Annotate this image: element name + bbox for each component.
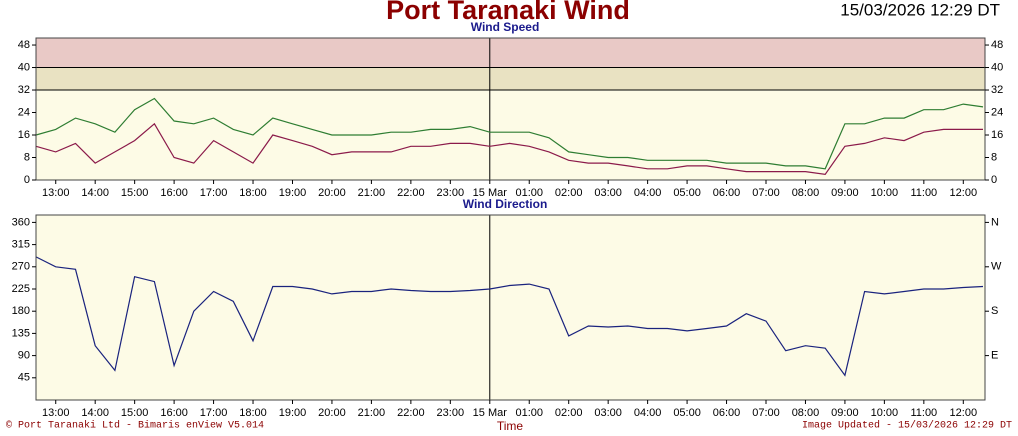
x-tick-label: 23:00 bbox=[437, 187, 465, 199]
x-tick-label: 03:00 bbox=[594, 407, 622, 419]
x-tick-label: 15:00 bbox=[121, 407, 149, 419]
series-line bbox=[35, 97, 984, 170]
series-line bbox=[35, 122, 983, 176]
x-tick-label: 03:00 bbox=[594, 187, 622, 199]
x-tick-label: 17:00 bbox=[200, 407, 228, 419]
y-tick-label: 225 bbox=[12, 283, 30, 295]
x-tick-label: 01:00 bbox=[515, 187, 543, 199]
x-tick-label: 02:00 bbox=[555, 187, 583, 199]
x-tick-label: 20:00 bbox=[318, 187, 346, 199]
panel-title: Wind Speed bbox=[471, 20, 540, 34]
x-tick-label: 16:00 bbox=[160, 187, 188, 199]
x-tick-label: 18:00 bbox=[239, 187, 267, 199]
y2-tick-label: 8 bbox=[991, 151, 997, 163]
y2-tick-label: 48 bbox=[991, 39, 1003, 51]
y-tick-label: 270 bbox=[12, 261, 30, 273]
x-tick-label: 10:00 bbox=[871, 187, 899, 199]
x-tick-label: 12:00 bbox=[950, 407, 978, 419]
x-tick-label: 08:00 bbox=[792, 187, 820, 199]
x-tick-label: 16:00 bbox=[160, 407, 188, 419]
x-tick-label: 21:00 bbox=[358, 407, 386, 419]
panel-title: Wind Direction bbox=[463, 197, 548, 211]
x-tick-label: 12:00 bbox=[950, 187, 978, 199]
y-tick-label: 40 bbox=[18, 61, 30, 73]
x-tick-label: 06:00 bbox=[713, 187, 741, 199]
y-tick-label: 48 bbox=[18, 39, 30, 51]
x-tick-label: 15 Mar bbox=[473, 407, 508, 419]
y-tick-label: 135 bbox=[12, 327, 30, 339]
y-tick-label: 360 bbox=[12, 216, 30, 228]
x-tick-label: 04:00 bbox=[634, 407, 662, 419]
footer-left: © Port Taranaki Ltd - Bimaris enView V5.… bbox=[6, 420, 264, 432]
x-tick-label: 23:00 bbox=[437, 407, 465, 419]
x-tick-label: 15 Mar bbox=[473, 187, 508, 199]
y-tick-label: 8 bbox=[24, 151, 30, 163]
series-line bbox=[35, 256, 984, 377]
page-title: Port Taranaki Wind bbox=[386, 0, 630, 25]
y-tick-label: 90 bbox=[18, 350, 30, 362]
x-tick-label: 01:00 bbox=[515, 407, 543, 419]
y-tick-label: 16 bbox=[18, 129, 30, 141]
y2-tick-label: 24 bbox=[991, 106, 1003, 118]
plot-frame bbox=[35, 214, 986, 401]
x-tick-label: 22:00 bbox=[397, 407, 425, 419]
x-tick-label: 05:00 bbox=[673, 187, 701, 199]
x-tick-label: 04:00 bbox=[634, 187, 662, 199]
x-tick-label: 19:00 bbox=[279, 187, 307, 199]
y-tick-label: 180 bbox=[12, 305, 30, 317]
x-tick-label: 10:00 bbox=[871, 407, 899, 419]
band bbox=[36, 38, 985, 68]
x-axis-title: Time bbox=[497, 419, 524, 433]
y2-tick-label: 40 bbox=[991, 61, 1003, 73]
y-tick-label: 24 bbox=[18, 106, 30, 118]
x-tick-label: 06:00 bbox=[713, 407, 741, 419]
x-tick-label: 20:00 bbox=[318, 407, 346, 419]
plot-area bbox=[36, 215, 985, 400]
y2-tick-label: 32 bbox=[991, 84, 1003, 96]
footer-right: Image Updated - 15/03/2026 12:29 DT bbox=[802, 420, 1012, 432]
y-tick-label: 45 bbox=[18, 372, 30, 384]
y2-tick-label: 16 bbox=[991, 129, 1003, 141]
x-tick-label: 14:00 bbox=[81, 407, 109, 419]
timestamp: 15/03/2026 12:29 DT bbox=[840, 0, 1000, 19]
x-tick-label: 07:00 bbox=[752, 407, 780, 419]
x-tick-label: 13:00 bbox=[42, 407, 70, 419]
x-tick-label: 11:00 bbox=[910, 187, 937, 199]
y-tick-label: 315 bbox=[12, 239, 30, 251]
y-tick-label: 32 bbox=[18, 84, 30, 96]
x-tick-label: 08:00 bbox=[792, 407, 820, 419]
x-tick-label: 19:00 bbox=[279, 407, 307, 419]
y2-tick-label: S bbox=[991, 305, 998, 317]
x-tick-label: 05:00 bbox=[673, 407, 701, 419]
x-tick-label: 21:00 bbox=[358, 187, 386, 199]
x-tick-label: 15:00 bbox=[121, 187, 149, 199]
y2-tick-label: N bbox=[991, 216, 999, 228]
x-tick-label: 02:00 bbox=[555, 407, 583, 419]
y2-tick-label: W bbox=[991, 261, 1002, 273]
x-tick-label: 11:00 bbox=[910, 407, 937, 419]
x-tick-label: 09:00 bbox=[831, 407, 859, 419]
x-tick-label: 13:00 bbox=[42, 187, 70, 199]
x-tick-label: 14:00 bbox=[81, 187, 109, 199]
y2-tick-label: E bbox=[991, 350, 998, 362]
y-tick-label: 0 bbox=[24, 174, 30, 186]
band bbox=[36, 67, 985, 91]
x-tick-label: 22:00 bbox=[397, 187, 425, 199]
plot-frame bbox=[35, 37, 986, 181]
x-tick-label: 18:00 bbox=[239, 407, 267, 419]
x-tick-label: 07:00 bbox=[752, 187, 780, 199]
x-tick-label: 09:00 bbox=[831, 187, 859, 199]
x-tick-label: 17:00 bbox=[200, 187, 228, 199]
y2-tick-label: 0 bbox=[991, 174, 997, 186]
